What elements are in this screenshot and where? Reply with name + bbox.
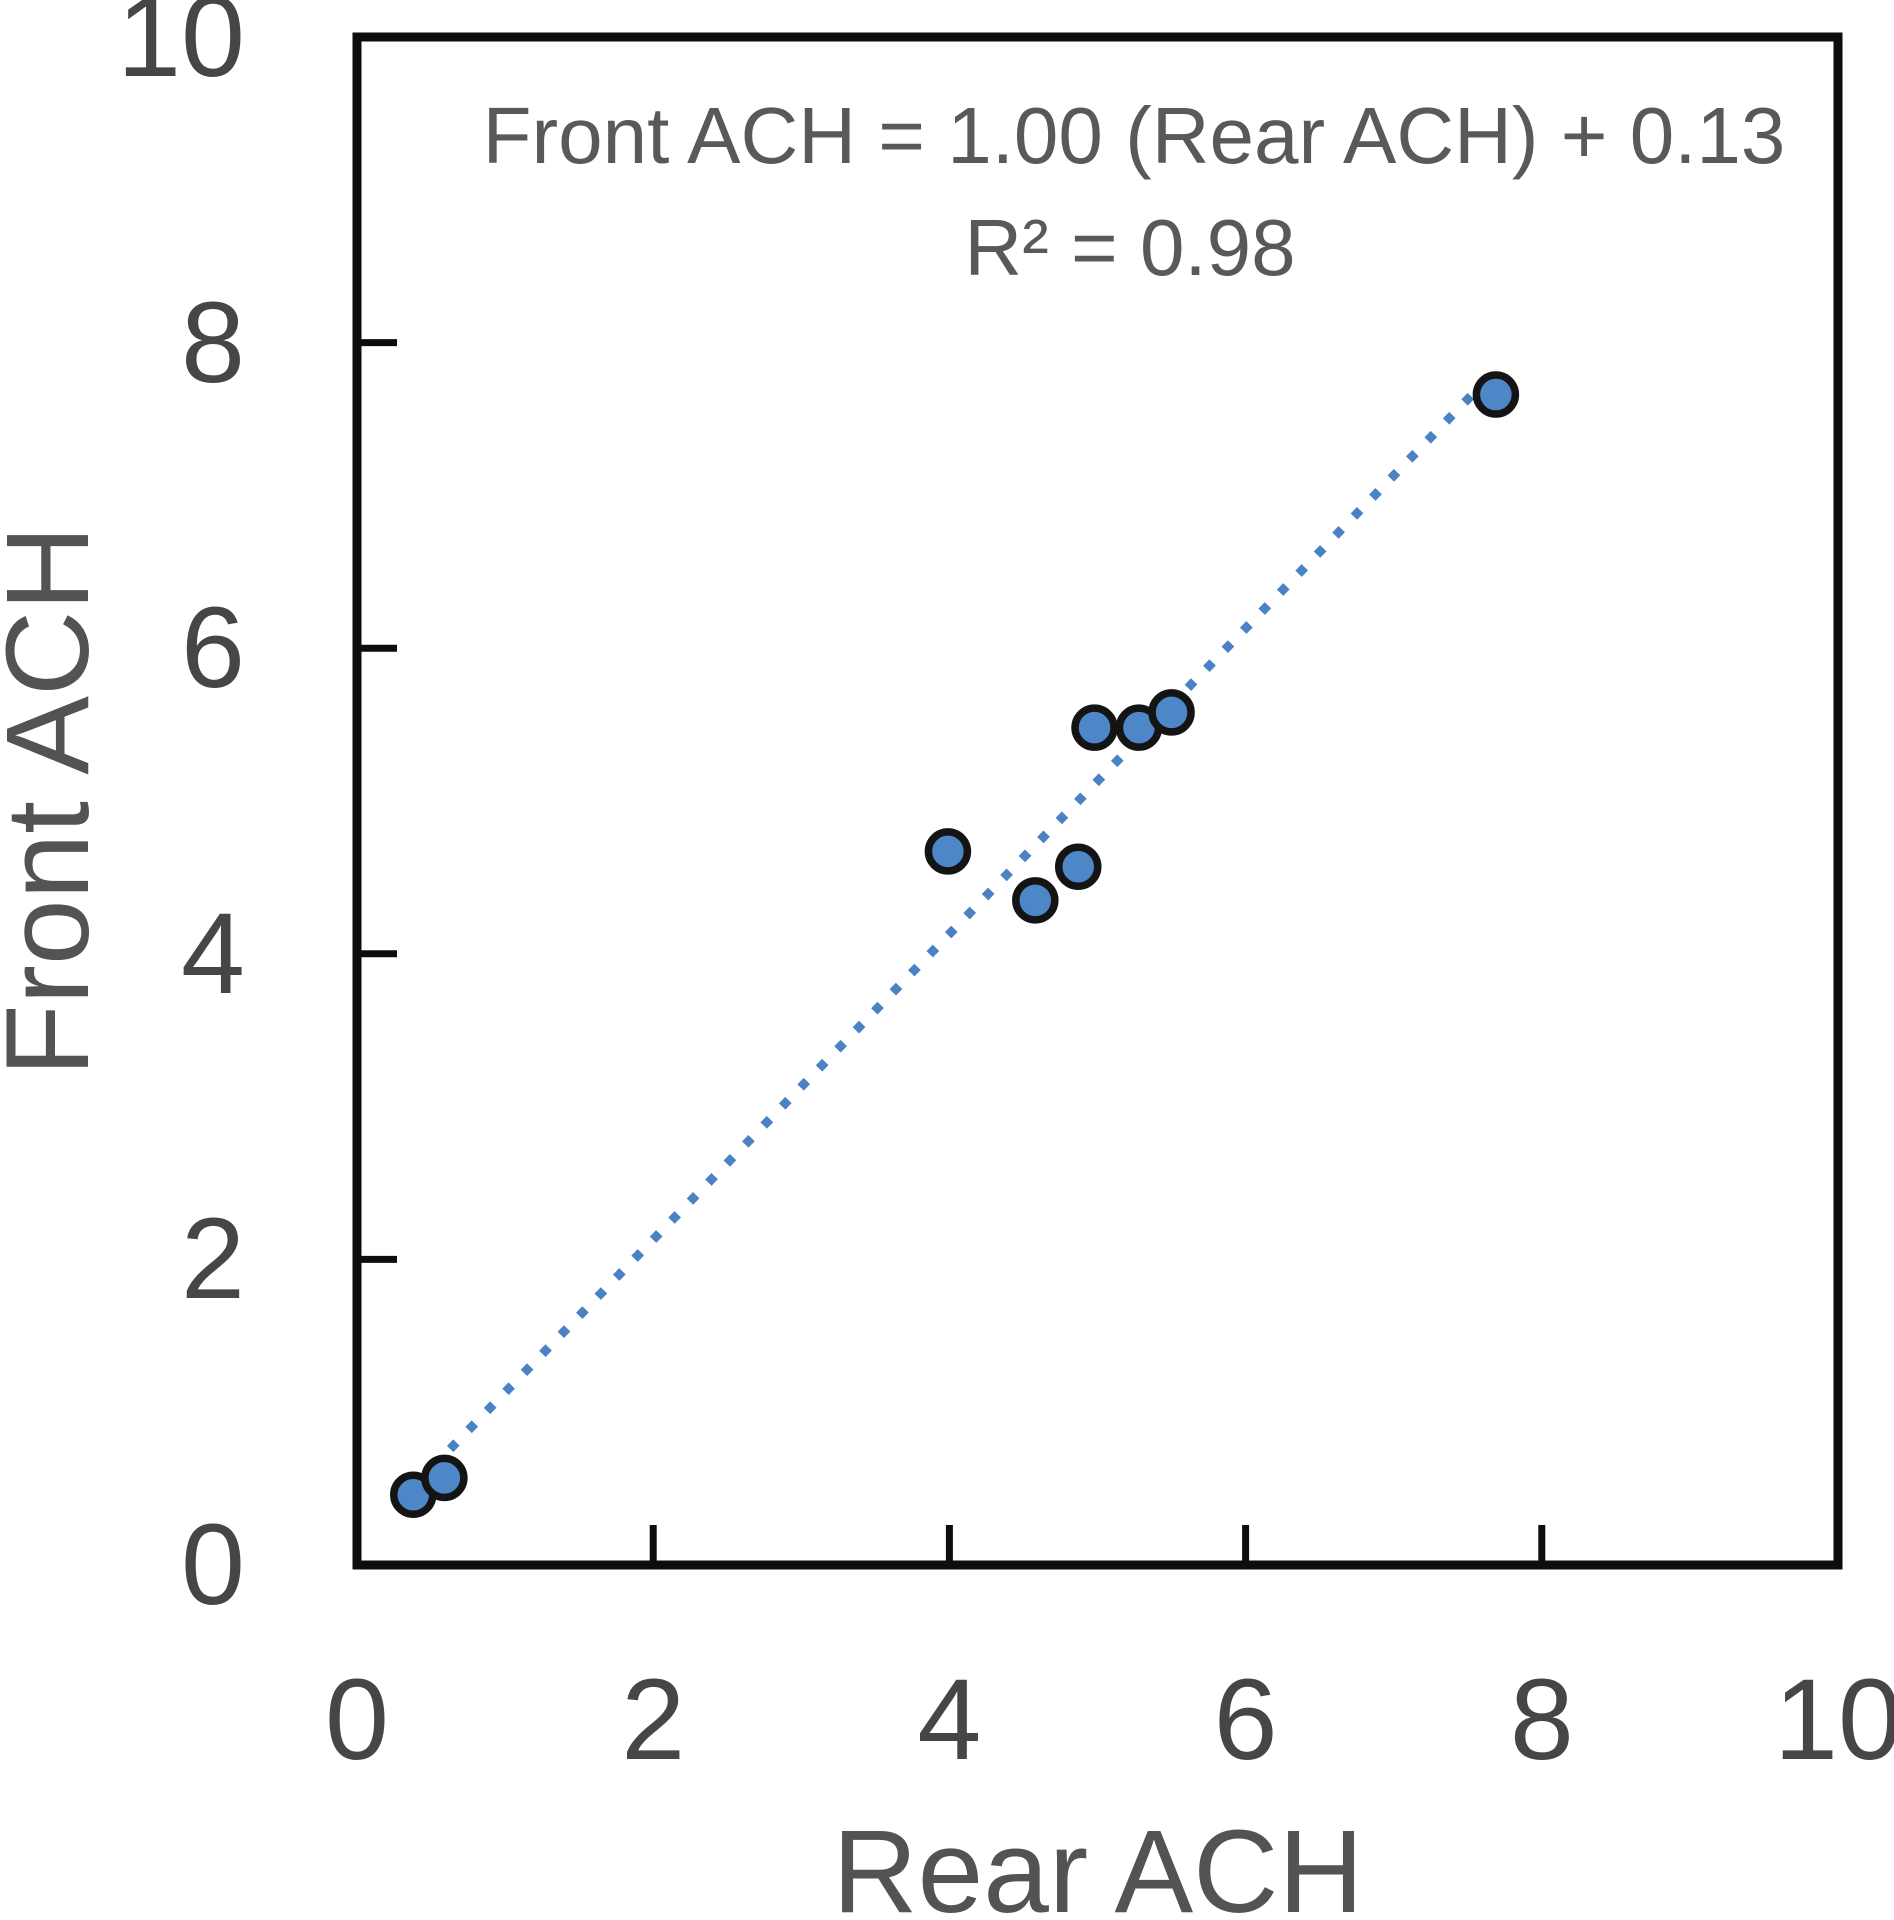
data-point <box>1071 704 1118 751</box>
data-point <box>421 1454 468 1502</box>
plot-frame <box>352 32 1843 1570</box>
data-point <box>1054 843 1102 890</box>
data-point <box>924 828 972 875</box>
y-tick-label: 10 <box>117 0 245 101</box>
data-point <box>1012 877 1059 924</box>
y-tick-label: 6 <box>181 584 245 713</box>
x-axis-title: Rear ACH <box>832 1806 1364 1920</box>
trendline-dotted <box>410 365 1501 1491</box>
data-point <box>1472 371 1520 418</box>
trendline-equation: Front ACH = 1.00 (Rear ACH) + 0.13 <box>482 91 1786 180</box>
r-squared-label: R² = 0.98 <box>964 203 1296 292</box>
y-tick-label: 0 <box>181 1501 245 1629</box>
x-tick-label: 2 <box>621 1656 686 1784</box>
y-tick-label: 4 <box>181 889 245 1018</box>
y-tick-label: 8 <box>181 278 245 407</box>
x-tick-label: 0 <box>325 1656 389 1784</box>
x-tick-label: 10 <box>1774 1656 1894 1784</box>
x-tick-label: 4 <box>917 1656 982 1784</box>
x-tick-label: 8 <box>1509 1656 1574 1784</box>
data-point <box>1148 689 1195 736</box>
x-tick-label: 6 <box>1213 1656 1278 1784</box>
y-tick-label: 2 <box>181 1195 245 1324</box>
